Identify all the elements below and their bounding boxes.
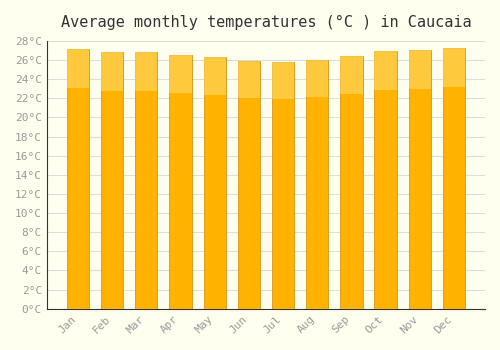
Bar <box>443 48 465 87</box>
Title: Average monthly temperatures (°C ) in Caucaia: Average monthly temperatures (°C ) in Ca… <box>60 15 471 30</box>
Bar <box>101 52 123 309</box>
Bar <box>340 56 362 309</box>
Bar <box>408 50 431 89</box>
Bar <box>272 62 294 309</box>
Bar <box>443 48 465 309</box>
Bar <box>67 49 89 88</box>
Bar <box>204 57 226 95</box>
Bar <box>408 50 431 309</box>
Bar <box>306 60 328 97</box>
Bar <box>135 52 158 309</box>
Bar <box>170 55 192 93</box>
Bar <box>204 57 226 309</box>
Bar <box>340 56 362 94</box>
Bar <box>272 62 294 99</box>
Bar <box>374 51 396 90</box>
Bar <box>67 49 89 309</box>
Bar <box>238 61 260 98</box>
Bar <box>374 51 396 309</box>
Bar <box>135 52 158 91</box>
Bar <box>238 61 260 309</box>
Bar <box>170 55 192 309</box>
Bar <box>101 52 123 91</box>
Bar <box>306 60 328 309</box>
